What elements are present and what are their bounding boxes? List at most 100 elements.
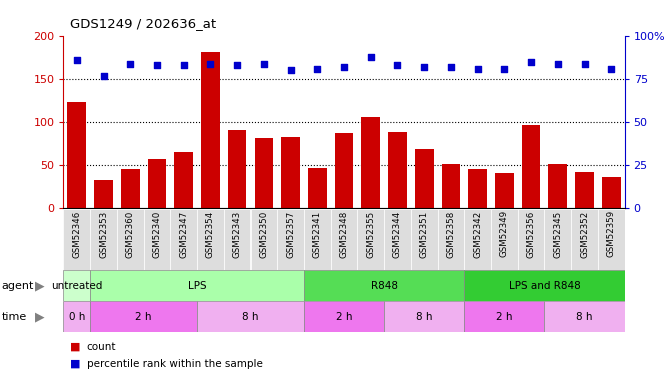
Text: ■: ■	[70, 359, 81, 369]
Text: GSM52349: GSM52349	[500, 210, 509, 258]
Bar	[148, 159, 166, 209]
Bar	[67, 102, 86, 208]
Point	[419, 64, 430, 70]
Point	[98, 73, 109, 79]
Bar	[224, 209, 250, 270]
Bar	[250, 209, 277, 270]
Bar	[201, 51, 220, 209]
Point	[232, 62, 242, 68]
Text: GSM52351: GSM52351	[420, 210, 429, 258]
Point	[285, 68, 296, 74]
Point	[178, 62, 189, 68]
Text: 8 h: 8 h	[576, 312, 593, 321]
Bar	[438, 209, 464, 270]
Bar	[90, 301, 197, 332]
Bar	[117, 209, 144, 270]
Text: percentile rank within the sample: percentile rank within the sample	[87, 359, 263, 369]
Text: LPS and R848: LPS and R848	[508, 281, 580, 291]
Bar	[571, 209, 598, 270]
Bar	[544, 301, 625, 332]
Bar	[304, 270, 464, 301]
Text: ■: ■	[70, 342, 81, 352]
Point	[365, 54, 376, 60]
Bar	[548, 164, 567, 209]
Bar	[442, 164, 460, 209]
Bar	[598, 209, 625, 270]
Text: GSM52357: GSM52357	[286, 210, 295, 258]
Bar	[331, 209, 357, 270]
Text: untreated: untreated	[51, 281, 102, 291]
Point	[552, 61, 563, 67]
Bar	[308, 168, 327, 208]
Bar	[255, 138, 273, 209]
Bar	[90, 270, 304, 301]
Text: agent: agent	[1, 281, 33, 291]
Text: GSM52354: GSM52354	[206, 210, 215, 258]
Text: GSM52350: GSM52350	[259, 210, 269, 258]
Bar	[281, 137, 300, 209]
Bar	[90, 209, 117, 270]
Point	[152, 62, 162, 68]
Text: 8 h: 8 h	[242, 312, 259, 321]
Point	[499, 66, 510, 72]
Text: GSM52353: GSM52353	[99, 210, 108, 258]
Text: GSM52340: GSM52340	[152, 210, 162, 258]
Bar	[464, 270, 625, 301]
Text: ▶: ▶	[35, 279, 44, 292]
Point	[259, 61, 269, 67]
Text: 2 h: 2 h	[496, 312, 512, 321]
Bar	[63, 270, 90, 301]
Text: GSM52347: GSM52347	[179, 210, 188, 258]
Bar	[361, 117, 380, 208]
Text: GSM52359: GSM52359	[607, 210, 616, 258]
Bar	[277, 209, 304, 270]
Bar	[121, 169, 140, 208]
Bar	[522, 125, 540, 208]
Point	[526, 59, 536, 65]
Bar	[63, 301, 90, 332]
Text: 0 h: 0 h	[69, 312, 85, 321]
Text: GSM52345: GSM52345	[553, 210, 562, 258]
Point	[472, 66, 483, 72]
Bar	[228, 130, 246, 209]
Point	[579, 61, 590, 67]
Bar	[518, 209, 544, 270]
Point	[606, 66, 617, 72]
Bar	[384, 209, 411, 270]
Bar	[415, 149, 434, 208]
Bar	[94, 180, 113, 209]
Bar	[544, 209, 571, 270]
Bar	[357, 209, 384, 270]
Point	[446, 64, 456, 70]
Text: LPS: LPS	[188, 281, 206, 291]
Bar	[464, 209, 491, 270]
Bar	[304, 209, 331, 270]
Bar	[602, 177, 621, 209]
Text: ▶: ▶	[35, 310, 44, 323]
Text: GSM52341: GSM52341	[313, 210, 322, 258]
Bar	[464, 301, 544, 332]
Text: GSM52348: GSM52348	[339, 210, 349, 258]
Text: 2 h: 2 h	[136, 312, 152, 321]
Text: GSM52355: GSM52355	[366, 210, 375, 258]
Bar	[170, 209, 197, 270]
Text: time: time	[1, 312, 27, 321]
Bar	[495, 173, 514, 208]
Text: GSM52360: GSM52360	[126, 210, 135, 258]
Point	[71, 57, 82, 63]
Bar	[304, 301, 384, 332]
Bar	[491, 209, 518, 270]
Text: GSM52352: GSM52352	[580, 210, 589, 258]
Point	[312, 66, 323, 72]
Point	[392, 62, 403, 68]
Bar	[575, 172, 594, 208]
Text: R848: R848	[371, 281, 397, 291]
Bar	[468, 169, 487, 208]
Text: GSM52358: GSM52358	[446, 210, 456, 258]
Bar	[388, 132, 407, 209]
Text: GSM52342: GSM52342	[473, 210, 482, 258]
Bar	[384, 301, 464, 332]
Bar	[197, 209, 224, 270]
Bar	[63, 209, 90, 270]
Text: GSM52344: GSM52344	[393, 210, 402, 258]
